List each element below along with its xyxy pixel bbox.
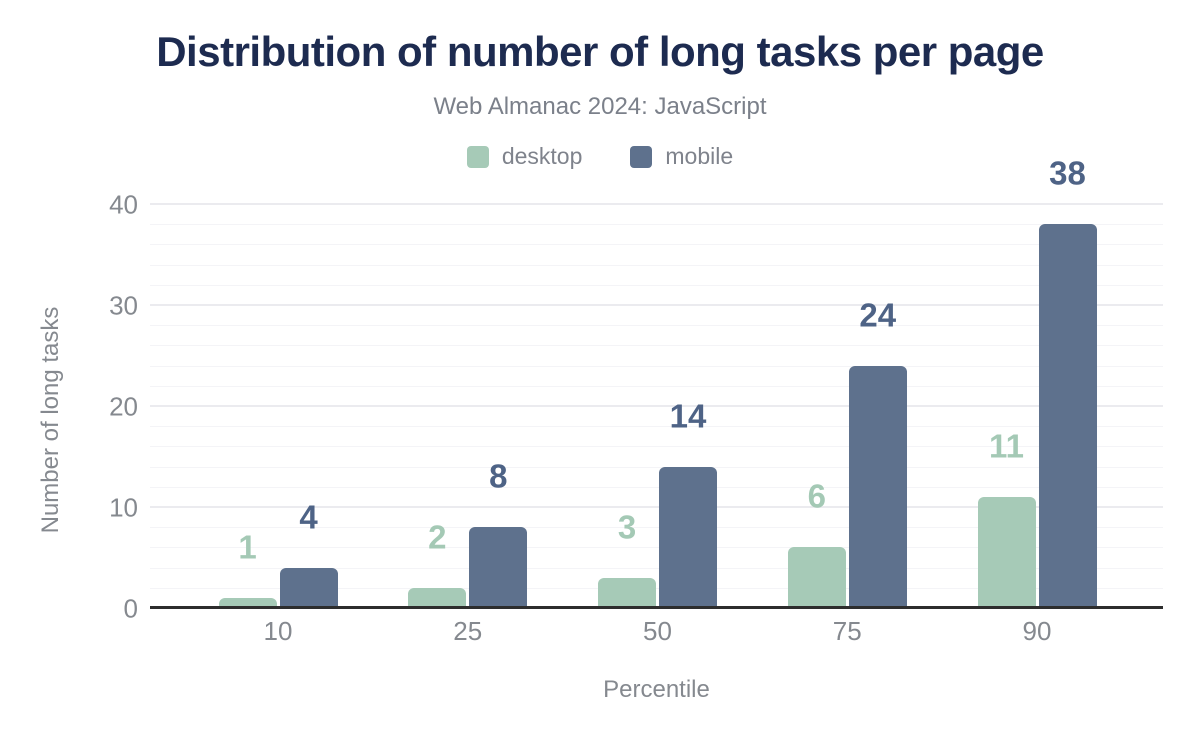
bar-mobile-p90 [1038, 224, 1097, 608]
minor-gridline [150, 567, 1163, 569]
legend-item-desktop: desktop [466, 143, 583, 170]
bar-mobile-p50 [659, 466, 717, 608]
minor-gridline [150, 345, 1163, 347]
x-tick-label: 10 [263, 616, 293, 646]
minor-gridline [150, 325, 1163, 327]
major-gridline [150, 506, 1163, 508]
minor-gridline [150, 284, 1163, 286]
minor-gridline [150, 587, 1163, 589]
legend: desktop mobile [0, 143, 1200, 170]
minor-gridline [150, 385, 1163, 387]
minor-gridline [150, 527, 1163, 529]
x-axis-line [150, 606, 1163, 609]
minor-gridline [150, 224, 1163, 226]
bar-desktop-p25 [408, 587, 467, 608]
mobile-swatch-icon [630, 145, 653, 168]
value-label-mobile-p90: 38 [1049, 154, 1086, 192]
value-label-mobile-p75: 24 [859, 295, 897, 333]
minor-gridline [150, 244, 1163, 246]
minor-gridline [150, 446, 1163, 448]
bar-desktop-p75 [787, 547, 846, 608]
minor-gridline [150, 264, 1163, 266]
value-label-mobile-p50: 14 [669, 396, 707, 434]
major-gridline [150, 203, 1163, 205]
x-axis-title: Percentile [603, 676, 710, 703]
x-tick-label: 25 [453, 616, 483, 646]
legend-label-desktop: desktop [501, 143, 583, 169]
y-tick-label: 30 [109, 290, 138, 321]
y-tick-label: 40 [109, 189, 138, 220]
minor-gridline [150, 365, 1163, 367]
legend-item-mobile: mobile [630, 143, 733, 170]
x-tick-label: 50 [643, 616, 672, 646]
value-label-desktop-p90: 11 [989, 427, 1024, 465]
bar-mobile-p25 [469, 527, 528, 608]
value-label-desktop-p25: 2 [428, 518, 447, 556]
y-tick-label: 0 [123, 593, 138, 624]
bar-desktop-p90 [977, 496, 1036, 608]
minor-gridline [150, 547, 1163, 549]
value-label-desktop-p75: 6 [807, 477, 826, 515]
y-tick-label: 10 [109, 492, 138, 523]
bar-desktop-p10 [218, 597, 277, 608]
minor-gridline [150, 426, 1163, 428]
x-tick-label: 75 [832, 616, 862, 646]
minor-gridline [150, 486, 1163, 488]
value-label-mobile-p10: 4 [299, 497, 318, 535]
value-label-desktop-p10: 1 [238, 528, 257, 566]
bar-desktop-p50 [598, 577, 656, 608]
major-gridline [150, 304, 1163, 306]
legend-label-mobile: mobile [665, 143, 734, 169]
major-gridline [150, 405, 1163, 407]
bar-mobile-p75 [848, 365, 907, 608]
bar-mobile-p10 [279, 567, 338, 608]
y-tick-label: 20 [109, 391, 138, 422]
value-label-mobile-p25: 8 [489, 457, 508, 495]
desktop-swatch-icon [466, 145, 489, 168]
value-label-desktop-p50: 3 [617, 508, 637, 546]
x-tick-label: 90 [1022, 616, 1052, 646]
minor-gridline [150, 466, 1163, 468]
chart-subtitle: Web Almanac 2024: JavaScript [433, 93, 767, 120]
chart-title: Distribution of number of long tasks per… [156, 28, 1044, 75]
